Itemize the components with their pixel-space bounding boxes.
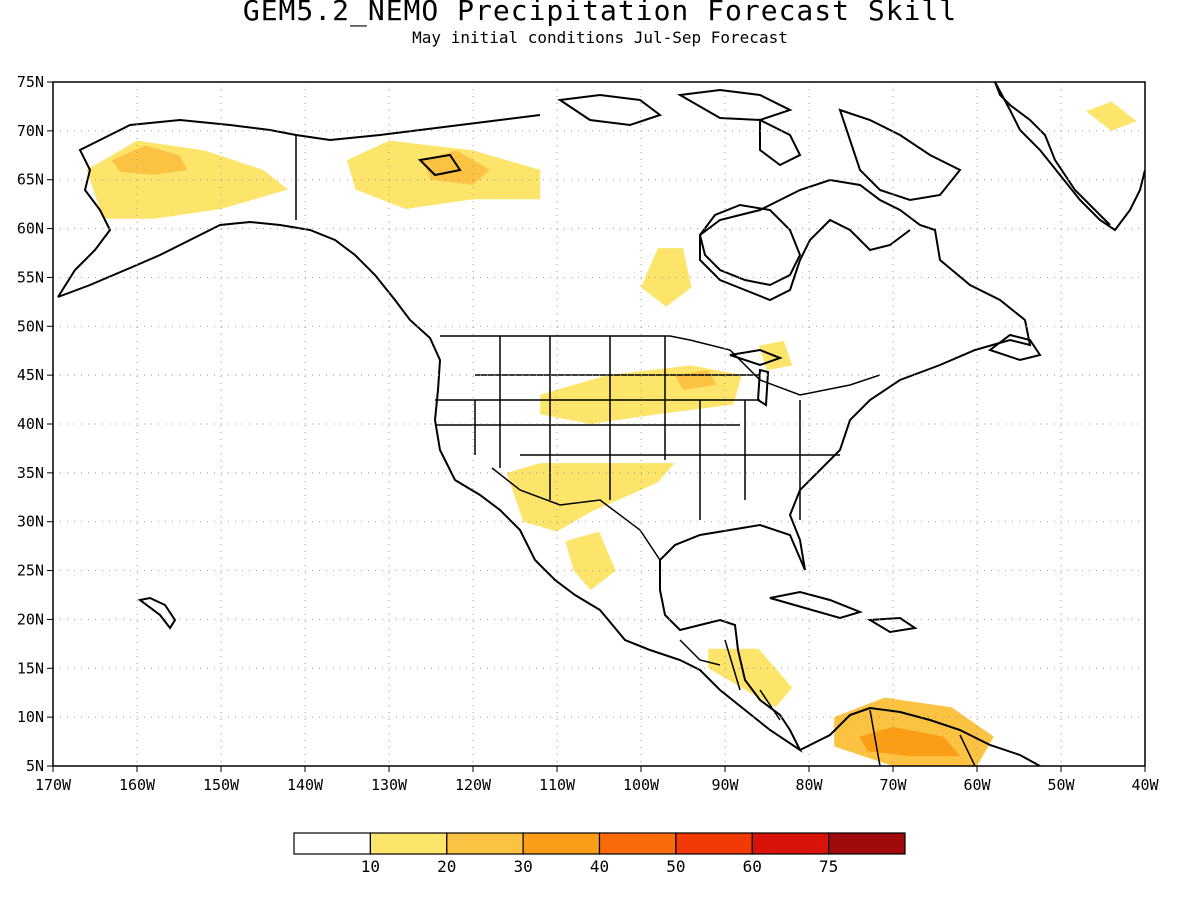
colorbar-label: 20 <box>437 857 456 876</box>
skill-region-1 <box>111 145 188 175</box>
baffin-island <box>838 108 962 202</box>
lon-label: 100W <box>623 776 660 794</box>
colorbar-swatch <box>751 832 830 855</box>
mexico-central-america-borders <box>679 639 781 721</box>
greenland-coastline <box>994 82 1145 232</box>
lon-label: 90W <box>711 776 739 794</box>
hispaniola <box>866 616 918 634</box>
lat-label: 50N <box>17 317 44 335</box>
skill-region-9 <box>565 531 616 591</box>
hawaii <box>137 596 177 630</box>
gridlines <box>53 82 1145 766</box>
skill-region-13 <box>1086 101 1137 131</box>
lat-label: 30N <box>17 513 44 531</box>
lat-label: 75N <box>17 73 44 91</box>
colorbar: 10 20 30 40 50 60 75 <box>293 832 906 876</box>
skill-region-12 <box>859 726 961 757</box>
colorbar-label: 10 <box>361 857 380 876</box>
lon-label: 160W <box>119 776 156 794</box>
us-state-lines <box>435 336 840 520</box>
lat-label: 45N <box>17 366 44 384</box>
hudson-bay <box>698 203 802 287</box>
lon-label: 80W <box>795 776 823 794</box>
coastline-layer <box>57 82 1145 766</box>
south-america-coast <box>799 706 1041 766</box>
skill-region-4 <box>641 248 692 307</box>
colorbar-label: 30 <box>513 857 532 876</box>
great-bear-lake <box>417 153 462 177</box>
lon-label: 40W <box>1131 776 1159 794</box>
axis-ticks <box>47 81 1146 772</box>
colorbar-swatch <box>598 832 677 855</box>
lat-label: 25N <box>17 562 44 580</box>
lake-michigan <box>756 368 770 407</box>
lat-label: 40N <box>17 415 44 433</box>
lat-label: 35N <box>17 464 44 482</box>
colorbar-label: 40 <box>590 857 609 876</box>
latitude-labels: 5N 10N 15N 20N 25N 30N 35N 40N 45N 50N 55N 60N 65N 70… <box>17 73 44 775</box>
colorbar-swatch <box>827 832 906 855</box>
arctic-islands-1 <box>557 93 663 127</box>
colorbar-swatch <box>446 832 524 855</box>
lat-label: 15N <box>17 659 44 677</box>
chart-title: GEM5.2_NEMO Precipitation Forecast Skill <box>242 0 958 27</box>
lat-label: 65N <box>17 171 44 189</box>
colorbar-label: 75 <box>819 857 838 876</box>
colorbar-label: 60 <box>743 857 762 876</box>
cuba <box>769 590 864 620</box>
colorbar-swatch <box>675 832 753 855</box>
skill-region-8 <box>506 463 675 532</box>
arctic-islands-2 <box>676 88 793 122</box>
us-mexico-border <box>491 467 661 561</box>
chart-subtitle: May initial conditions Jul-Sep Forecast <box>412 28 788 47</box>
colorbar-label: 50 <box>666 857 685 876</box>
lat-label: 55N <box>17 268 44 286</box>
lat-label: 70N <box>17 122 44 140</box>
political-borders-layer <box>295 135 976 766</box>
skill-region-6 <box>540 365 742 424</box>
south-america-borders <box>869 709 976 766</box>
colorbar-swatch <box>293 832 372 855</box>
colorbar-swatch <box>369 832 448 855</box>
skill-shading-layer <box>86 101 1137 766</box>
lon-label: 170W <box>35 776 72 794</box>
lon-label: 60W <box>963 776 991 794</box>
lon-label: 110W <box>539 776 576 794</box>
colorbar-swatch <box>522 832 601 855</box>
alaska-coastline <box>57 114 541 298</box>
skill-region-10 <box>708 648 793 708</box>
greenland-west-coast <box>994 82 1111 226</box>
arctic-islands-3 <box>759 118 802 167</box>
lon-label: 70W <box>879 776 907 794</box>
lat-label: 10N <box>17 708 44 726</box>
lake-superior <box>729 348 783 367</box>
us-canada-border <box>440 335 881 396</box>
lat-label: 60N <box>17 220 44 238</box>
lon-label: 50W <box>1047 776 1075 794</box>
lon-label: 130W <box>371 776 408 794</box>
lon-label: 120W <box>455 776 492 794</box>
newfoundland <box>987 333 1042 362</box>
longitude-labels: 170W 160W 150W 140W 130W 120W 110W 100W 90W 80W 70… <box>35 776 1160 794</box>
skill-region-3 <box>422 150 490 185</box>
lon-label: 150W <box>203 776 240 794</box>
lon-label: 140W <box>287 776 324 794</box>
lat-label: 5N <box>26 757 44 775</box>
lat-label: 20N <box>17 610 44 628</box>
